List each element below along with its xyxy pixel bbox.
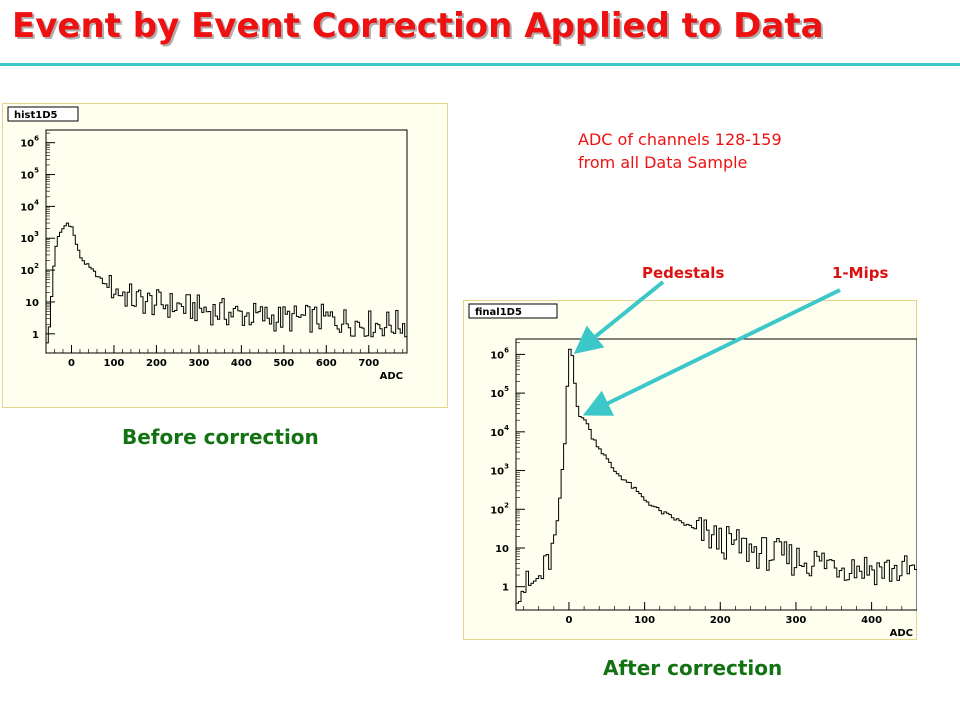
histogram-name-box	[468, 303, 558, 319]
x-tick-label: 200	[146, 358, 167, 369]
pedestals-arrow	[573, 280, 665, 355]
plot-frame	[45, 129, 408, 354]
channel-description-line2: from all Data Sample	[578, 153, 748, 172]
x-tick-label: 200	[710, 615, 731, 626]
y-tick-label: 1	[502, 583, 509, 594]
channel-description-line1: ADC of channels 128-159	[578, 130, 782, 149]
y-tick-label: 104	[490, 424, 509, 439]
histogram-name-label: hist1D5	[14, 110, 58, 121]
x-tick-label: 100	[634, 615, 655, 626]
y-tick-label: 103	[490, 463, 509, 478]
y-tick-label: 106	[20, 135, 39, 150]
x-tick-label: 700	[358, 358, 379, 369]
histogram-svg: final1D5 0 100 200 300 400 ADC 1 10 102 103 104 105 1…	[463, 300, 917, 640]
histogram-series	[516, 348, 917, 604]
y-tick-label: 104	[20, 198, 39, 213]
title-divider	[0, 63, 960, 66]
y-tick-label: 10	[25, 298, 39, 309]
x-tick-label: 600	[316, 358, 337, 369]
y-tick-label: 106	[490, 346, 509, 361]
x-tick-label: 100	[104, 358, 125, 369]
x-tick-label: 500	[273, 358, 294, 369]
x-axis-label: ADC	[890, 628, 913, 639]
y-tick-label: 102	[20, 262, 39, 277]
y-tick-label: 102	[490, 501, 509, 516]
pedestals-label: Pedestals	[642, 264, 725, 282]
after-correction-caption: After correction	[603, 656, 783, 680]
mips-label: 1-Mips	[832, 264, 889, 282]
y-tick-label: 103	[20, 230, 39, 245]
histogram-name-box	[7, 106, 79, 122]
x-tick-label: 0	[565, 615, 572, 626]
histogram-series	[46, 222, 407, 344]
page-title: Event by Event Correction Applied to Dat…	[12, 6, 824, 46]
x-tick-label: 400	[861, 615, 882, 626]
x-tick-label: 400	[231, 358, 252, 369]
after-correction-histogram-panel: final1D5 0 100 200 300 400 ADC 1 10 102 103 104 105 1…	[463, 300, 917, 640]
x-tick-label: 0	[68, 358, 75, 369]
y-tick-label: 105	[490, 385, 509, 400]
channel-description-note: ADC of channels 128-159 from all Data Sa…	[578, 128, 782, 174]
before-correction-caption: Before correction	[122, 425, 319, 449]
y-tick-label: 105	[20, 167, 39, 182]
x-tick-label: 300	[188, 358, 209, 369]
x-axis-label: ADC	[380, 371, 403, 382]
x-tick-label: 300	[786, 615, 807, 626]
histogram-name-label: final1D5	[475, 307, 522, 318]
before-correction-histogram-panel: hist1D5 0 100 200 300 400 500 600 700 ADC 1 10 102 10…	[2, 103, 448, 408]
y-tick-label: 1	[32, 330, 39, 341]
y-tick-label: 10	[495, 544, 509, 555]
mips-arrow	[582, 288, 841, 416]
